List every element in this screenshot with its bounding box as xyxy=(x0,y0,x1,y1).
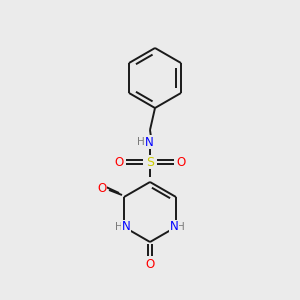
Text: N: N xyxy=(122,220,130,233)
Text: H: H xyxy=(177,222,185,232)
Text: H: H xyxy=(137,137,145,147)
Text: N: N xyxy=(169,220,178,233)
Text: H: H xyxy=(115,222,123,232)
Text: O: O xyxy=(114,155,124,169)
Text: O: O xyxy=(146,257,154,271)
Text: O: O xyxy=(176,155,186,169)
Text: N: N xyxy=(145,136,153,148)
Text: S: S xyxy=(146,155,154,169)
Text: O: O xyxy=(98,182,106,194)
